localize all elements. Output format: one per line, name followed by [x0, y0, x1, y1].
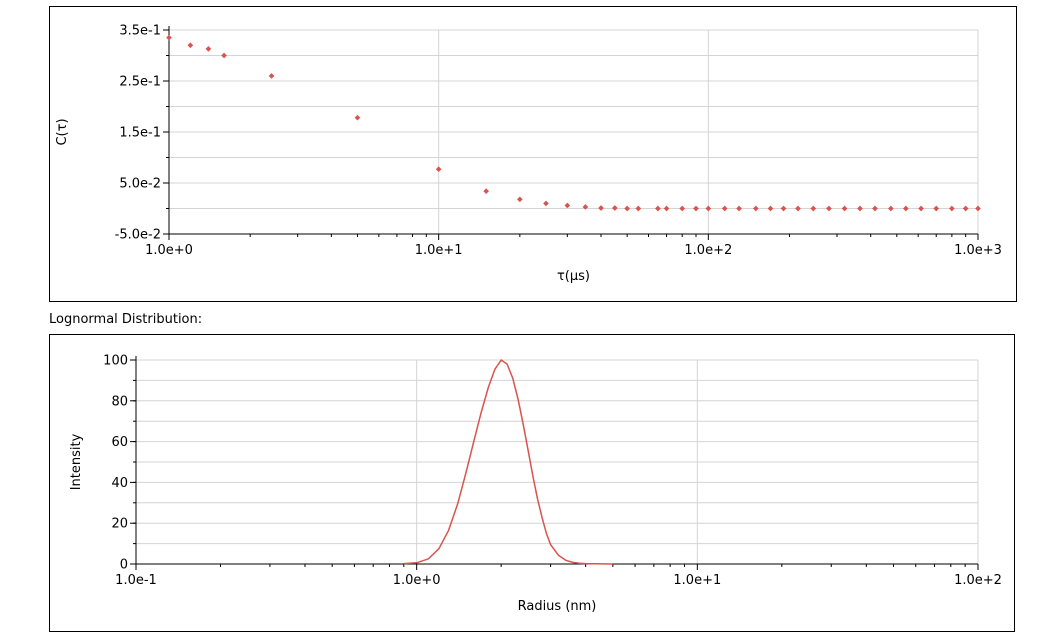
- data-point: [780, 205, 787, 212]
- y-axis-title: Intensity: [69, 433, 84, 490]
- data-point: [962, 205, 969, 212]
- correlation-chart: 1.0e+0 1.0e+1 1.0e+2 1.0e+3 3.5e-1 2.5e-1 1.5e…: [55, 24, 1002, 285]
- data-point: [598, 205, 604, 211]
- x-tick-label: 1.0e+0: [145, 243, 193, 258]
- data-point: [268, 73, 275, 79]
- data-point: [611, 205, 618, 211]
- y-tick-label: 5.0e-2: [119, 177, 161, 192]
- y-tick-label: 2.5e-1: [119, 75, 161, 90]
- data-point: [887, 205, 894, 212]
- x-axis-title: τ(μs): [557, 269, 590, 284]
- data-point: [582, 204, 589, 210]
- data-point: [721, 205, 728, 212]
- data-point: [826, 205, 832, 212]
- x-tick-label: 1.0e-1: [115, 573, 157, 588]
- y-tick-label: -5.0e-2: [115, 228, 161, 243]
- data-point: [918, 205, 924, 212]
- data-point: [693, 205, 699, 212]
- data-point: [517, 196, 523, 203]
- data-point: [435, 166, 442, 173]
- data-point: [949, 205, 955, 212]
- y-tick-label: 3.5e-1: [119, 24, 161, 39]
- data-point: [736, 205, 742, 212]
- y-tick-label: 20: [111, 517, 128, 532]
- data-point: [975, 205, 981, 212]
- data-point: [624, 205, 630, 212]
- distribution-chart: 1.0e-1 1.0e+0 1.0e+1 1.0e+2 100 80 60 40 20 0 Radi…: [69, 354, 1002, 615]
- data-point: [795, 205, 801, 212]
- y-tick-label: 1.5e-1: [119, 126, 161, 141]
- data-point: [767, 205, 774, 212]
- data-point: [872, 205, 878, 212]
- y-tick-label: 100: [103, 354, 128, 369]
- y-tick-label: 80: [111, 394, 128, 409]
- data-point: [354, 114, 361, 121]
- data-point: [679, 205, 686, 212]
- series-line: [403, 358, 613, 565]
- data-point: [663, 205, 670, 212]
- data-point: [705, 205, 712, 212]
- x-axis-title: Radius (nm): [518, 599, 597, 614]
- distribution-section-label: Lognormal Distribution:: [49, 312, 203, 327]
- data-point: [655, 205, 661, 212]
- y-tick-label: 40: [111, 476, 128, 491]
- correlation-chart-panel: 1.0e+0 1.0e+1 1.0e+2 1.0e+3 3.5e-1 2.5e-1 1.5e…: [49, 6, 1017, 302]
- x-tick-label: 1.0e+1: [415, 243, 463, 258]
- data-point: [564, 202, 571, 209]
- x-tick-label: 1.0e+0: [393, 573, 441, 588]
- y-tick-label: 0: [120, 558, 128, 573]
- x-tick-label: 1.0e+2: [954, 573, 1002, 588]
- data-point: [903, 205, 909, 212]
- data-point: [841, 205, 848, 212]
- data-point: [166, 34, 172, 41]
- x-tick-label: 1.0e+1: [673, 573, 721, 588]
- data-point: [857, 205, 863, 212]
- data-point: [635, 205, 642, 212]
- data-point: [810, 205, 817, 212]
- y-tick-label: 60: [111, 435, 128, 450]
- x-tick-label: 1.0e+2: [684, 243, 732, 258]
- distribution-chart-panel: 1.0e-1 1.0e+0 1.0e+1 1.0e+2 100 80 60 40 20 0 Radi…: [49, 334, 1015, 632]
- y-axis-title: C(τ): [55, 118, 70, 145]
- x-tick-label: 1.0e+3: [954, 243, 1002, 258]
- data-point: [483, 188, 489, 194]
- data-point: [933, 205, 940, 212]
- data-point: [543, 200, 549, 207]
- data-point: [752, 205, 759, 212]
